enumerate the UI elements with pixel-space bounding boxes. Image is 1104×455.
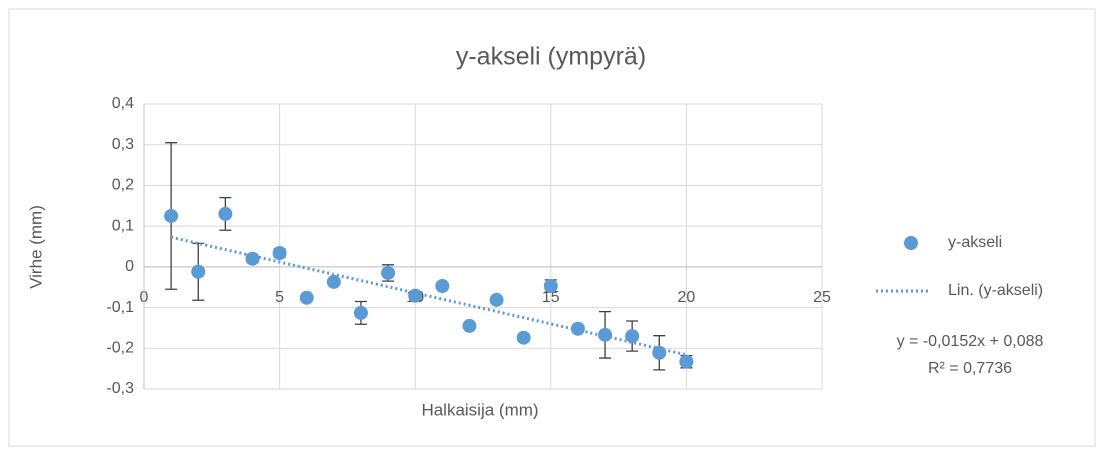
point	[353, 305, 368, 320]
y-tick-label: -0,1	[106, 299, 134, 316]
x-tick-label: 20	[678, 289, 696, 306]
point	[543, 278, 558, 293]
x-axis-title: Halkaisija (mm)	[421, 400, 538, 419]
point	[381, 265, 396, 280]
point	[625, 329, 640, 344]
point	[299, 290, 314, 305]
point	[652, 345, 667, 360]
x-tick-label: 15	[542, 289, 560, 306]
point	[408, 288, 423, 303]
point	[191, 264, 206, 279]
y-tick-label: 0	[125, 258, 134, 275]
x-tick-label: 5	[275, 289, 284, 306]
point	[570, 321, 585, 336]
x-tick-label: 25	[813, 289, 831, 306]
y-tick-label: -0,2	[106, 340, 134, 357]
trendline-equation: y = -0,0152x + 0,088	[897, 333, 1044, 350]
chart-border	[8, 8, 1096, 447]
point	[435, 278, 450, 293]
point	[462, 318, 477, 333]
legend-label: Lin. (y-akseli)	[948, 282, 1043, 299]
y-tick-label: 0,4	[112, 95, 134, 112]
y-axis-title: Virhe (mm)	[26, 205, 45, 289]
y-tick-label: 0,3	[112, 136, 134, 153]
point	[245, 251, 260, 266]
y-tick-label: 0,1	[112, 217, 134, 234]
point	[489, 292, 504, 307]
legend-marker	[904, 236, 918, 250]
point	[164, 208, 179, 223]
point	[326, 274, 341, 289]
point	[272, 246, 287, 261]
y-tick-label: -0,3	[106, 380, 134, 397]
point	[679, 354, 694, 369]
legend-label: y-akseli	[948, 234, 1002, 251]
trendline-r2: R² = 0,7736	[928, 360, 1012, 377]
point	[218, 206, 233, 221]
point	[598, 327, 613, 342]
y-tick-label: 0,2	[112, 177, 134, 194]
point	[516, 330, 531, 345]
chart-title: y-akseli (ympyrä)	[456, 43, 646, 71]
